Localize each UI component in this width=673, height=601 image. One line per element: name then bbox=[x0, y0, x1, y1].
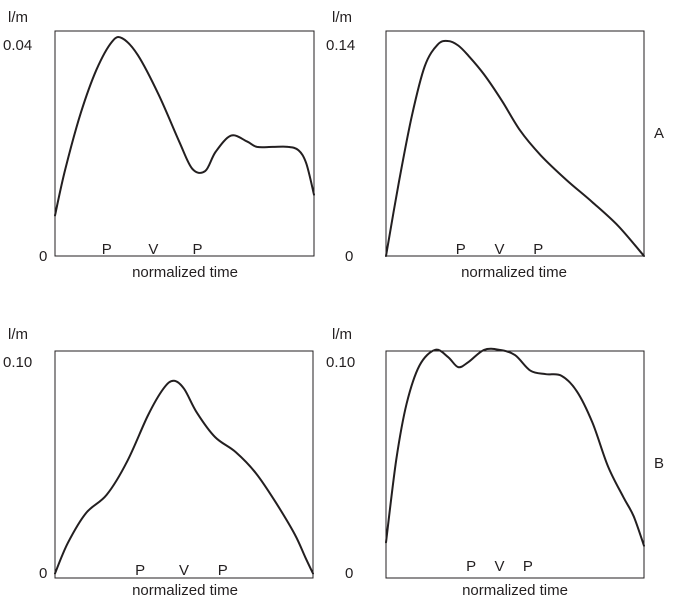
marker-p-first: P bbox=[456, 241, 466, 258]
flow-curve bbox=[385, 347, 645, 547]
marker-v: V bbox=[494, 558, 504, 575]
marker-p-second: P bbox=[523, 558, 533, 575]
x-axis-label: normalized time bbox=[462, 582, 568, 599]
row-label-a: A bbox=[654, 125, 664, 142]
panel-bottom-right: l/m 0.10 0 normalized time P V P bbox=[326, 326, 645, 599]
panel-top-right: l/m 0.14 0 normalized time P V P bbox=[326, 9, 645, 281]
panel-top-left: l/m 0.04 0 normalized time P V P bbox=[3, 9, 315, 281]
marker-p-first: P bbox=[102, 241, 112, 258]
plot-frame bbox=[54, 30, 315, 257]
y-tick-label-max: 0.04 bbox=[3, 37, 32, 54]
marker-v: V bbox=[179, 562, 189, 579]
x-axis-label: normalized time bbox=[461, 264, 567, 281]
flow-curve bbox=[385, 39, 645, 257]
marker-p-second: P bbox=[192, 241, 202, 258]
row-label-b: B bbox=[654, 455, 664, 472]
marker-p-first: P bbox=[466, 558, 476, 575]
y-unit-label: l/m bbox=[8, 9, 28, 26]
y-tick-label-zero: 0 bbox=[345, 565, 353, 582]
plot-frame bbox=[385, 350, 645, 579]
y-tick-label-zero: 0 bbox=[39, 248, 47, 265]
y-unit-label: l/m bbox=[332, 326, 352, 343]
flow-curve bbox=[54, 379, 314, 575]
plot-frame bbox=[385, 30, 645, 257]
marker-v: V bbox=[494, 241, 504, 258]
y-tick-label-zero: 0 bbox=[39, 565, 47, 582]
plot-frame bbox=[54, 350, 314, 579]
marker-v: V bbox=[148, 241, 158, 258]
x-axis-label: normalized time bbox=[132, 582, 238, 599]
y-tick-label-zero: 0 bbox=[345, 248, 353, 265]
marker-p-second: P bbox=[533, 241, 543, 258]
y-unit-label: l/m bbox=[332, 9, 352, 26]
y-tick-label-max: 0.10 bbox=[326, 354, 355, 371]
y-tick-label-max: 0.14 bbox=[326, 37, 355, 54]
marker-p-first: P bbox=[135, 562, 145, 579]
y-unit-label: l/m bbox=[8, 326, 28, 343]
y-tick-label-max: 0.10 bbox=[3, 354, 32, 371]
marker-p-second: P bbox=[218, 562, 228, 579]
flow-curve bbox=[54, 36, 315, 217]
panel-bottom-left: l/m 0.10 0 normalized time P V P bbox=[3, 326, 314, 599]
x-axis-label: normalized time bbox=[132, 264, 238, 281]
